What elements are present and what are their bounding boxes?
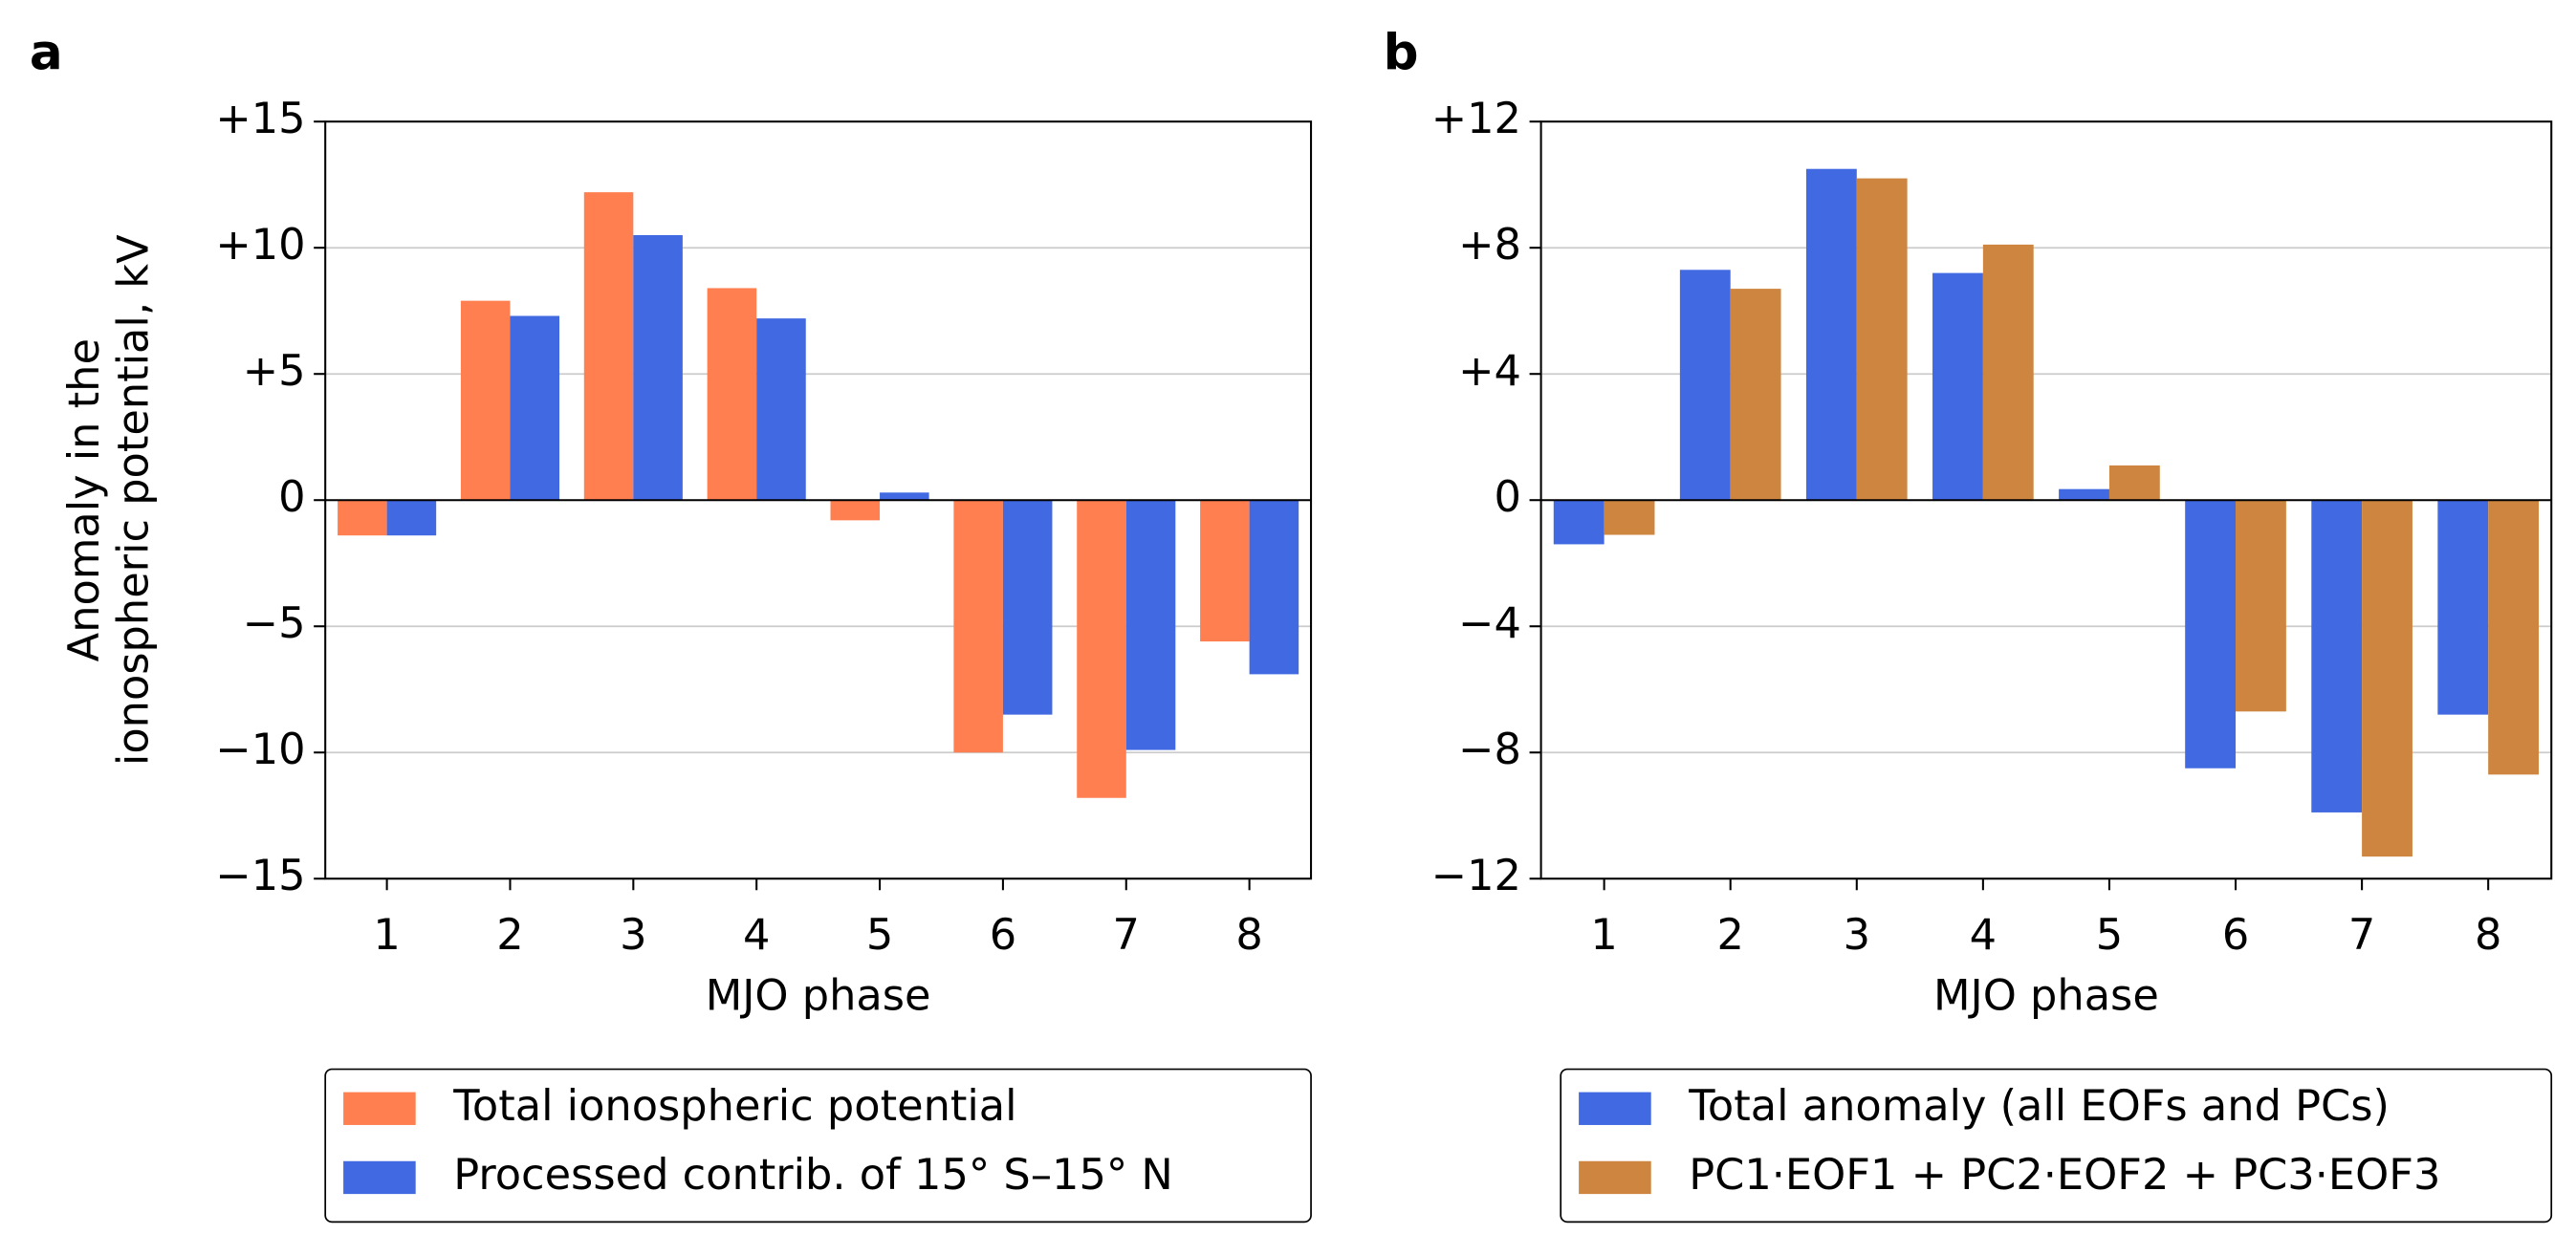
legend-label: Total anomaly (all EOFs and PCs)	[1688, 1081, 2390, 1131]
bar	[1077, 500, 1126, 798]
x-tick-label: 1	[1590, 910, 1617, 960]
x-tick-label: 2	[1716, 910, 1743, 960]
y-axis-label-line: Anomaly in the	[59, 338, 109, 661]
bar	[953, 500, 1003, 753]
bar	[510, 315, 560, 501]
legend-swatch	[343, 1160, 416, 1195]
x-axis-label: MJO phase	[1933, 971, 2159, 1021]
y-tick-label: −8	[1458, 725, 1521, 774]
y-tick-label: −12	[1431, 851, 1521, 900]
x-tick-label: 7	[1113, 910, 1140, 960]
y-tick-label: −15	[215, 851, 305, 900]
legend-swatch	[1579, 1092, 1651, 1125]
bar	[2311, 500, 2363, 812]
bar	[1553, 500, 1605, 545]
y-tick-label: +5	[243, 346, 306, 396]
y-axis-label-line: ionospheric potential, kV	[109, 234, 159, 766]
legend-box	[324, 1068, 1312, 1224]
bar	[633, 235, 683, 501]
bar	[1679, 270, 1731, 501]
legend-label: PC1·EOF1 + PC2·EOF2 + PC3·EOF3	[1689, 1150, 2440, 1200]
x-tick-label: 3	[1844, 910, 1870, 960]
y-tick-label: +4	[1458, 346, 1521, 396]
legend-swatch	[1579, 1160, 1651, 1195]
legend-label: Processed contrib. of 15° S–15° N	[453, 1150, 1173, 1200]
bar	[1604, 500, 1655, 535]
x-tick-label: 6	[990, 910, 1016, 960]
plot-frame	[1539, 120, 2553, 880]
x-tick-label: 4	[743, 910, 770, 960]
legend-swatch	[343, 1092, 416, 1125]
panel-label: a	[30, 24, 63, 81]
bar	[2362, 500, 2412, 857]
bar	[1200, 500, 1250, 642]
x-tick-label: 5	[866, 910, 893, 960]
bar	[1125, 500, 1176, 750]
x-tick-label: 8	[1235, 910, 1262, 960]
x-tick-label: 5	[2096, 910, 2123, 960]
bar	[830, 500, 881, 521]
y-tick-label: 0	[1495, 472, 1521, 522]
y-tick-label: +15	[215, 94, 305, 143]
x-tick-label: 4	[1970, 910, 1997, 960]
bar	[1932, 272, 1983, 501]
bar	[2236, 500, 2286, 712]
y-tick-label: +12	[1431, 94, 1521, 143]
bar	[2437, 500, 2489, 715]
bar	[1805, 168, 1857, 501]
y-tick-label: 0	[278, 472, 305, 522]
y-tick-label: +10	[215, 220, 305, 270]
bar	[880, 492, 929, 501]
bar	[338, 500, 387, 536]
bar	[2108, 465, 2160, 501]
bar	[1730, 289, 1781, 501]
x-axis-label: MJO phase	[706, 971, 931, 1021]
legend-label: Total ionospheric potential	[452, 1081, 1016, 1131]
y-tick-label: +8	[1458, 220, 1521, 270]
plot-frame	[324, 120, 1313, 880]
legend-box	[1560, 1068, 2553, 1224]
x-tick-label: 1	[373, 910, 400, 960]
bar	[2059, 488, 2109, 501]
y-axis-label: Anomaly in the ionospheric potential, kV	[59, 234, 159, 766]
x-tick-label: 2	[496, 910, 523, 960]
x-tick-label: 3	[620, 910, 646, 960]
bar	[583, 192, 634, 501]
bar	[386, 500, 437, 536]
y-tick-label: −4	[1458, 598, 1521, 648]
bar	[2185, 500, 2237, 769]
y-tick-label: −5	[243, 598, 306, 648]
bar	[707, 288, 757, 501]
bar	[460, 300, 511, 501]
bar	[1982, 244, 2034, 501]
bar	[1856, 178, 1908, 501]
panel-label: b	[1384, 24, 1419, 81]
bar	[1002, 500, 1053, 715]
x-tick-label: 8	[2475, 910, 2501, 960]
y-tick-label: −10	[215, 725, 305, 774]
bar	[1249, 500, 1299, 675]
x-tick-label: 6	[2222, 910, 2249, 960]
x-tick-label: 7	[2348, 910, 2375, 960]
bar	[2488, 500, 2540, 775]
bar	[756, 318, 806, 501]
